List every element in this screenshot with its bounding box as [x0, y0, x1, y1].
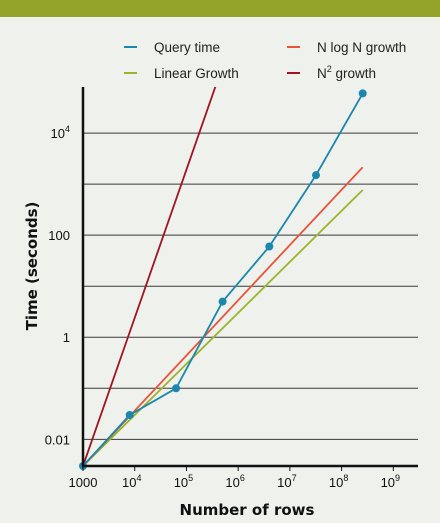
- y-tick-label: 0.01: [45, 432, 70, 447]
- y-tick-label: 1: [63, 330, 70, 345]
- data-point: [358, 89, 367, 98]
- data-point: [218, 297, 227, 306]
- legend-label-nlogn: N log N growth: [317, 40, 406, 55]
- series-markers: [79, 89, 367, 470]
- x-tick-label: 1000: [69, 475, 98, 490]
- legend: Query time Linear Growth N log N growth N2 …: [124, 40, 406, 81]
- y-tick-label: 104: [51, 124, 70, 141]
- data-point: [265, 242, 274, 251]
- series-line-n2: [83, 87, 217, 466]
- data-point: [172, 384, 181, 393]
- x-tick-label: 105: [174, 473, 193, 490]
- axes: [81, 87, 418, 471]
- y-tick-label: 100: [48, 228, 70, 243]
- data-point: [312, 171, 321, 180]
- series-line-query: [83, 92, 364, 466]
- x-tick-label: 106: [225, 473, 244, 490]
- x-axis-title: Number of rows: [180, 501, 315, 519]
- x-tick-label: 109: [381, 473, 400, 490]
- legend-label-linear: Linear Growth: [154, 66, 239, 81]
- legend-label-n2: N2 growth: [317, 64, 376, 81]
- tick-labels: 1000 104 105 106 107 108 109 0.01 1 100 104: [45, 124, 400, 490]
- x-tick-label: 108: [329, 473, 348, 490]
- y-axis-title: Time (seconds): [23, 202, 41, 331]
- series-line-linear: [83, 189, 364, 466]
- x-tick-label: 104: [122, 473, 141, 490]
- legend-label-query: Query time: [154, 40, 220, 55]
- top-accent-bar: [0, 0, 440, 17]
- x-tick-label: 107: [277, 473, 296, 490]
- data-point: [125, 410, 134, 419]
